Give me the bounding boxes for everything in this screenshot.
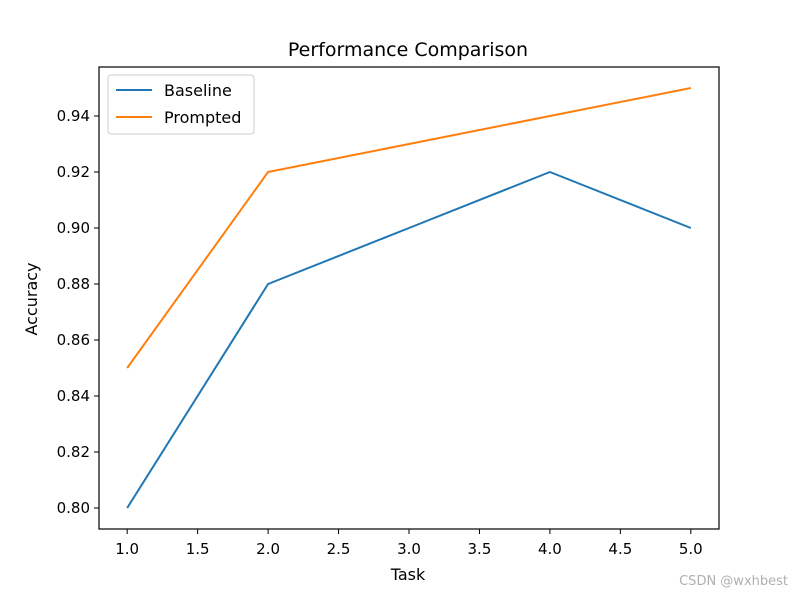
x-axis-ticks: 1.0 1.5 2.0 2.5 3.0 3.5 4.0 4.5 5.0 — [115, 529, 703, 558]
y-tick-label: 0.86 — [57, 331, 90, 349]
x-tick-label: 3.0 — [397, 540, 421, 558]
legend-label: Prompted — [164, 108, 241, 127]
y-tick-label: 0.84 — [57, 387, 90, 405]
x-tick-label: 2.0 — [256, 540, 280, 558]
legend: Baseline Prompted — [107, 74, 255, 135]
y-tick-label: 0.82 — [57, 443, 90, 461]
y-axis-label: Accuracy — [22, 262, 41, 335]
y-tick-label: 0.88 — [57, 275, 90, 293]
series-layer — [126, 87, 692, 509]
y-axis-ticks: 0.80 0.82 0.84 0.86 0.88 0.90 0.92 0.94 — [57, 107, 99, 517]
y-tick-label: 0.94 — [57, 107, 90, 125]
x-axis-label: Task — [390, 565, 426, 584]
series-line-prompted — [126, 87, 692, 369]
x-tick-label: 1.5 — [186, 540, 210, 558]
series-line-baseline — [126, 171, 692, 509]
legend-label: Baseline — [164, 81, 232, 100]
y-tick-label: 0.92 — [57, 163, 90, 181]
x-tick-label: 4.0 — [538, 540, 562, 558]
x-tick-label: 3.5 — [468, 540, 492, 558]
x-tick-label: 2.5 — [327, 540, 351, 558]
chart-title: Performance Comparison — [288, 39, 528, 61]
y-tick-label: 0.90 — [57, 219, 90, 237]
x-tick-label: 5.0 — [679, 540, 703, 558]
y-tick-label: 0.80 — [57, 499, 90, 517]
x-tick-label: 4.5 — [608, 540, 632, 558]
watermark-text: CSDN @wxhbest — [679, 574, 788, 589]
axes-frame — [98, 66, 720, 530]
x-tick-label: 1.0 — [115, 540, 139, 558]
